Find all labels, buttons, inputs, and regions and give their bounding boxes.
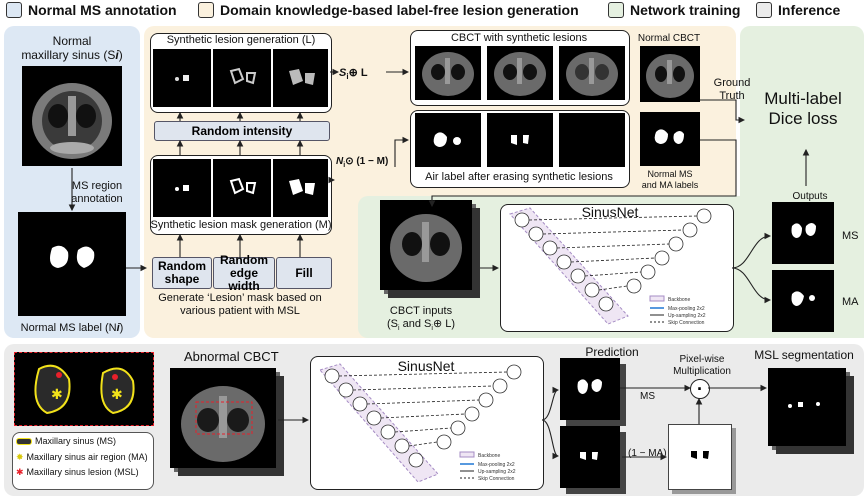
random-intensity-block: Random intensity bbox=[154, 121, 330, 141]
prediction-ms-label: MS bbox=[640, 391, 655, 402]
outputs-label: Outputs bbox=[792, 191, 828, 202]
cbct-synthetic-title: CBCT with synthetic lesions bbox=[450, 32, 588, 44]
air-label-caption: Air label after erasing synthetic lesion… bbox=[425, 171, 613, 183]
op-add-label: Si⊕ L bbox=[339, 67, 368, 82]
mask-image-3 bbox=[273, 159, 328, 217]
multiply-node: · bbox=[690, 379, 710, 399]
air-label-1 bbox=[415, 113, 481, 167]
svg-text:✱: ✱ bbox=[111, 387, 123, 403]
abnormal-cbct-image bbox=[170, 368, 276, 468]
msl-segmentation-image bbox=[768, 368, 846, 446]
lesion-image-1 bbox=[153, 49, 211, 107]
legend-label-network: Network training bbox=[630, 2, 741, 18]
key-msl: ✱ Maxillary sinus lesion (MSL) bbox=[16, 467, 139, 477]
legend-network-training: Network training bbox=[608, 2, 740, 18]
cbct-synthetic-3 bbox=[559, 46, 625, 100]
cbct-synthetic-1 bbox=[415, 46, 481, 100]
infer-key-upsample: Up-sampling 2x2 bbox=[478, 469, 516, 475]
legend-domain: Domain knowledge-based label-free lesion… bbox=[198, 2, 579, 18]
legend-label-inference: Inference bbox=[778, 2, 841, 18]
inverted-ma-image bbox=[668, 424, 732, 490]
legend-swatch-network bbox=[608, 2, 624, 18]
prediction-ms-image bbox=[560, 358, 620, 420]
air-label-2 bbox=[487, 113, 553, 167]
sinusnet-infer-title: SinusNet bbox=[397, 358, 455, 374]
legend-swatch-normal bbox=[6, 2, 22, 18]
sinusnet-train-title: SinusNet bbox=[581, 204, 639, 220]
sinus-zoom-inset: ✱ ✱ bbox=[14, 352, 154, 426]
train-key-upsample: Up-sampling 2x2 bbox=[668, 313, 706, 319]
infer-key-maxpool: Max-pooling 2x2 bbox=[478, 462, 515, 468]
svg-text:✱: ✱ bbox=[51, 387, 63, 403]
normal-ms-label-caption: Normal MS label (Ni) bbox=[20, 322, 124, 334]
generation-caption: Generate ‘Lesion’ mask based on various p… bbox=[158, 292, 322, 317]
fill-block: Fill bbox=[276, 257, 332, 289]
dice-loss-label: Multi-label Dice loss bbox=[764, 89, 842, 128]
pixelwise-label: Pixel-wise Multiplication bbox=[673, 354, 731, 377]
normal-sinus-title: Normal maxillary sinus (Si) bbox=[21, 34, 123, 62]
legend-label-normal: Normal MS annotation bbox=[28, 2, 177, 18]
key-ma: ✸ Maxillary sinus air region (MA) bbox=[16, 452, 148, 462]
normal-cbct-small bbox=[640, 46, 700, 102]
train-key-skip: Skip Connection bbox=[668, 320, 705, 326]
cbct-inputs-caption: CBCT inputs (Si and Si⊕ L) bbox=[387, 305, 455, 333]
prediction-ma-image bbox=[560, 426, 620, 488]
legend-swatch-domain bbox=[198, 2, 214, 18]
legend-inference: Inference bbox=[756, 2, 840, 18]
synthetic-lesion-title: Synthetic lesion generation (L) bbox=[166, 34, 316, 46]
sinusnet-train-diagram: Backbone Max-pooling 2x2 Up-sampling 2x2… bbox=[509, 207, 712, 326]
op-mul-label: Ni⊙ (1 − M) bbox=[336, 156, 389, 169]
msl-segmentation-title: MSL segmentation bbox=[754, 348, 854, 362]
normal-cbct-title: Normal CBCT bbox=[637, 33, 701, 44]
cbct-inputs-stack bbox=[380, 200, 472, 290]
output-ma-label: MA bbox=[842, 296, 859, 308]
output-ma-image bbox=[772, 270, 834, 332]
train-key-maxpool: Max-pooling 2x2 bbox=[668, 306, 705, 312]
ground-truth-label: Ground Truth bbox=[713, 77, 751, 102]
legend-swatch-inference bbox=[756, 2, 772, 18]
lesion-image-3 bbox=[273, 49, 328, 107]
normal-ms-ma-caption: Normal MS and MA labels bbox=[641, 169, 699, 190]
legend-label-domain: Domain knowledge-based label-free lesion… bbox=[220, 2, 579, 18]
train-key-backbone: Backbone bbox=[668, 297, 690, 303]
air-label-3 bbox=[559, 113, 625, 167]
mask-generation-title: Synthetic lesion mask generation (M) bbox=[150, 219, 332, 231]
legend-normal-ms: Normal MS annotation bbox=[6, 2, 177, 18]
one-minus-ma-label: (1 − MA) bbox=[628, 448, 667, 459]
mask-image-1 bbox=[153, 159, 211, 217]
infer-key-skip: Skip Connection bbox=[478, 476, 515, 482]
normal-ms-ma-labels bbox=[640, 112, 700, 166]
random-edge-block: Random edge width bbox=[213, 253, 275, 292]
abnormal-cbct-title: Abnormal CBCT bbox=[184, 349, 279, 364]
infer-key-backbone: Backbone bbox=[478, 453, 500, 459]
lesion-image-2 bbox=[213, 49, 271, 107]
cbct-synthetic-2 bbox=[487, 46, 553, 100]
ms-region-annotation-label: MS region annotation bbox=[71, 180, 123, 205]
key-ms: Maxillary sinus (MS) bbox=[16, 436, 116, 446]
normal-ms-label-image bbox=[18, 212, 126, 316]
random-shape-block: Random shape bbox=[152, 257, 212, 289]
inference-key-box bbox=[12, 432, 154, 490]
output-ms-image bbox=[772, 202, 834, 264]
prediction-title: Prediction bbox=[585, 345, 639, 359]
normal-cbct-image bbox=[22, 66, 122, 166]
sinusnet-infer-diagram: Backbone Max-pooling 2x2 Up-sampling 2x2… bbox=[319, 363, 522, 483]
mask-image-2 bbox=[213, 159, 271, 217]
output-ms-label: MS bbox=[842, 230, 859, 242]
